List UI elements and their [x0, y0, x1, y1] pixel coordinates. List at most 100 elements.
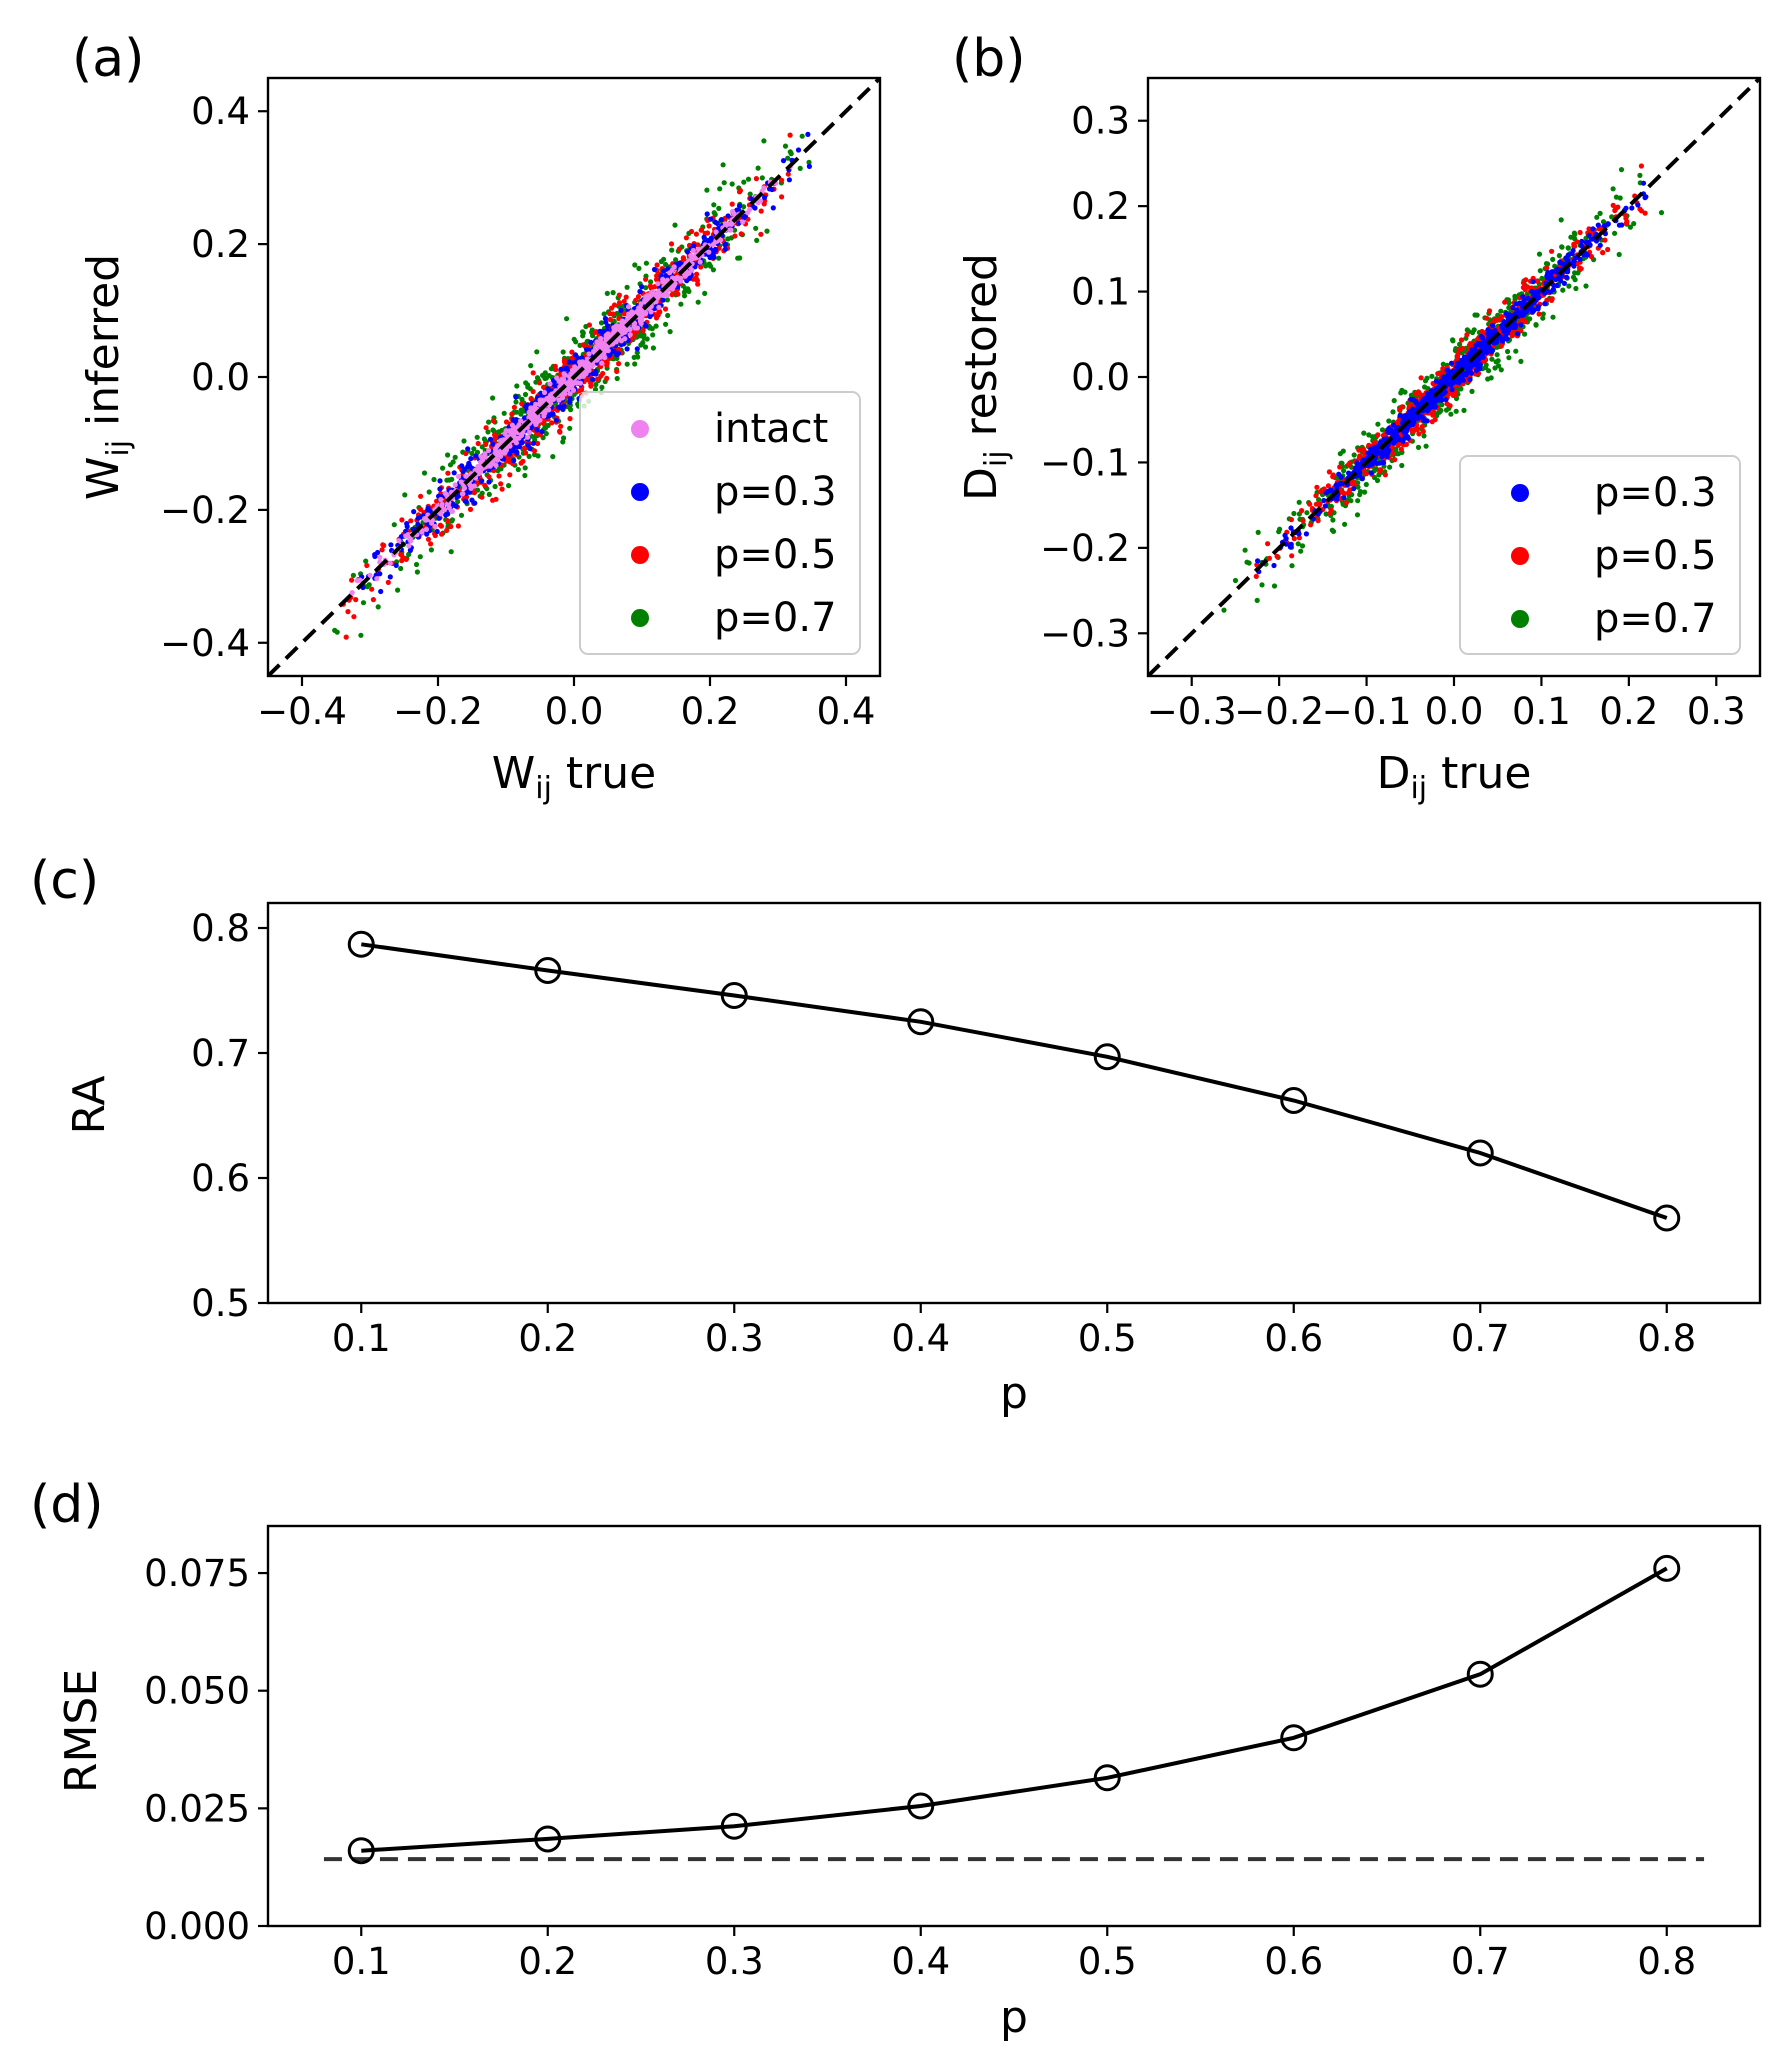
- scatter-point: [570, 387, 577, 393]
- scatter-point: [1617, 195, 1623, 201]
- scatter-point: [642, 344, 649, 350]
- scatter-point: [1289, 563, 1295, 569]
- scatter-point: [736, 220, 742, 226]
- scatter-point: [787, 149, 793, 155]
- scatter-point: [741, 204, 747, 210]
- scatter-point: [432, 532, 438, 539]
- scatter-point: [1484, 315, 1490, 321]
- scatter-point: [1577, 256, 1583, 262]
- scatter-point: [449, 517, 455, 523]
- scatter-point: [1355, 498, 1361, 504]
- scatter-point: [704, 187, 710, 193]
- scatter-point: [1429, 388, 1435, 394]
- scatter-point: [472, 500, 478, 506]
- scatter-point: [543, 375, 549, 381]
- scatter-point: [1640, 180, 1647, 186]
- scatter-point: [598, 354, 604, 360]
- scatter-point: [1413, 398, 1419, 404]
- scatter-point: [1583, 283, 1589, 289]
- scatter-point: [1308, 522, 1314, 528]
- scatter-point: [667, 329, 673, 335]
- scatter-point: [713, 229, 719, 235]
- scatter-point: [1291, 536, 1297, 542]
- scatter-point: [1287, 544, 1293, 550]
- scatter-point: [349, 590, 355, 596]
- scatter-point: [755, 165, 761, 171]
- scatter-point: [506, 483, 512, 489]
- scatter-point: [501, 410, 507, 416]
- scatter-point: [637, 289, 643, 295]
- scatter-point: [417, 506, 424, 512]
- scatter-point: [669, 292, 675, 298]
- scatter-point: [1265, 541, 1271, 547]
- scatter-point: [1629, 205, 1635, 211]
- scatter-point: [614, 368, 620, 374]
- scatter-point: [625, 326, 632, 332]
- scatter-point: [731, 211, 737, 217]
- scatter-point: [425, 536, 432, 542]
- scatter-point: [530, 370, 536, 376]
- scatter-point: [673, 257, 679, 263]
- scatter-point: [1418, 375, 1424, 381]
- scatter-point: [716, 255, 722, 261]
- scatter-point: [1440, 361, 1446, 367]
- scatter-point: [1469, 362, 1475, 368]
- scatter-point: [1520, 284, 1526, 291]
- scatter-point: [619, 318, 625, 324]
- scatter-point: [764, 228, 770, 234]
- scatter-point: [468, 456, 474, 462]
- scatter-point: [1553, 276, 1559, 283]
- panel-a-y-ticks: −0.4−0.20.00.20.4: [160, 90, 268, 665]
- scatter-point: [370, 597, 376, 603]
- scatter-point: [631, 354, 637, 360]
- scatter-point: [471, 446, 477, 452]
- panel-a-legend-label: p=0.3: [714, 469, 837, 515]
- scatter-point: [584, 346, 590, 353]
- scatter-point: [614, 375, 620, 382]
- scatter-point: [399, 517, 405, 523]
- scatter-point: [1387, 464, 1393, 470]
- scatter-point: [653, 323, 659, 329]
- scatter-point: [613, 323, 620, 329]
- scatter-point: [757, 198, 764, 204]
- scatter-point: [1520, 280, 1527, 286]
- scatter-point: [1359, 476, 1365, 482]
- panel-b-y-ticks: −0.3−0.2−0.10.00.10.20.3: [1040, 100, 1148, 655]
- scatter-point: [1254, 597, 1260, 604]
- scatter-point: [758, 208, 764, 214]
- scatter-point: [639, 313, 645, 319]
- scatter-point: [1583, 251, 1589, 257]
- scatter-point: [503, 428, 509, 434]
- scatter-point: [490, 497, 496, 503]
- scatter-point: [1375, 421, 1381, 427]
- scatter-point: [1565, 245, 1571, 251]
- scatter-point: [418, 493, 424, 499]
- scatter-point: [1424, 408, 1431, 414]
- scatter-point: [1341, 495, 1347, 501]
- panel-b-y-tick-label: 0.0: [1071, 356, 1130, 399]
- scatter-point: [366, 582, 372, 588]
- scatter-point: [446, 505, 452, 511]
- scatter-point: [634, 325, 641, 331]
- scatter-point: [460, 491, 466, 497]
- scatter-point: [704, 211, 710, 217]
- scatter-point: [1500, 323, 1507, 329]
- scatter-point: [589, 376, 596, 382]
- scatter-point: [1488, 375, 1494, 381]
- scatter-point: [447, 462, 454, 468]
- scatter-point: [520, 429, 526, 435]
- scatter-point: [1384, 453, 1390, 460]
- scatter-point: [636, 265, 642, 271]
- scatter-point: [1291, 510, 1297, 517]
- scatter-point: [1609, 214, 1615, 220]
- scatter-point: [1518, 358, 1524, 364]
- scatter-point: [1473, 360, 1479, 366]
- scatter-point: [449, 476, 455, 482]
- scatter-point: [1469, 388, 1475, 394]
- scatter-point: [542, 370, 548, 376]
- scatter-point: [518, 418, 524, 424]
- scatter-point: [1304, 510, 1310, 516]
- scatter-point: [486, 447, 492, 454]
